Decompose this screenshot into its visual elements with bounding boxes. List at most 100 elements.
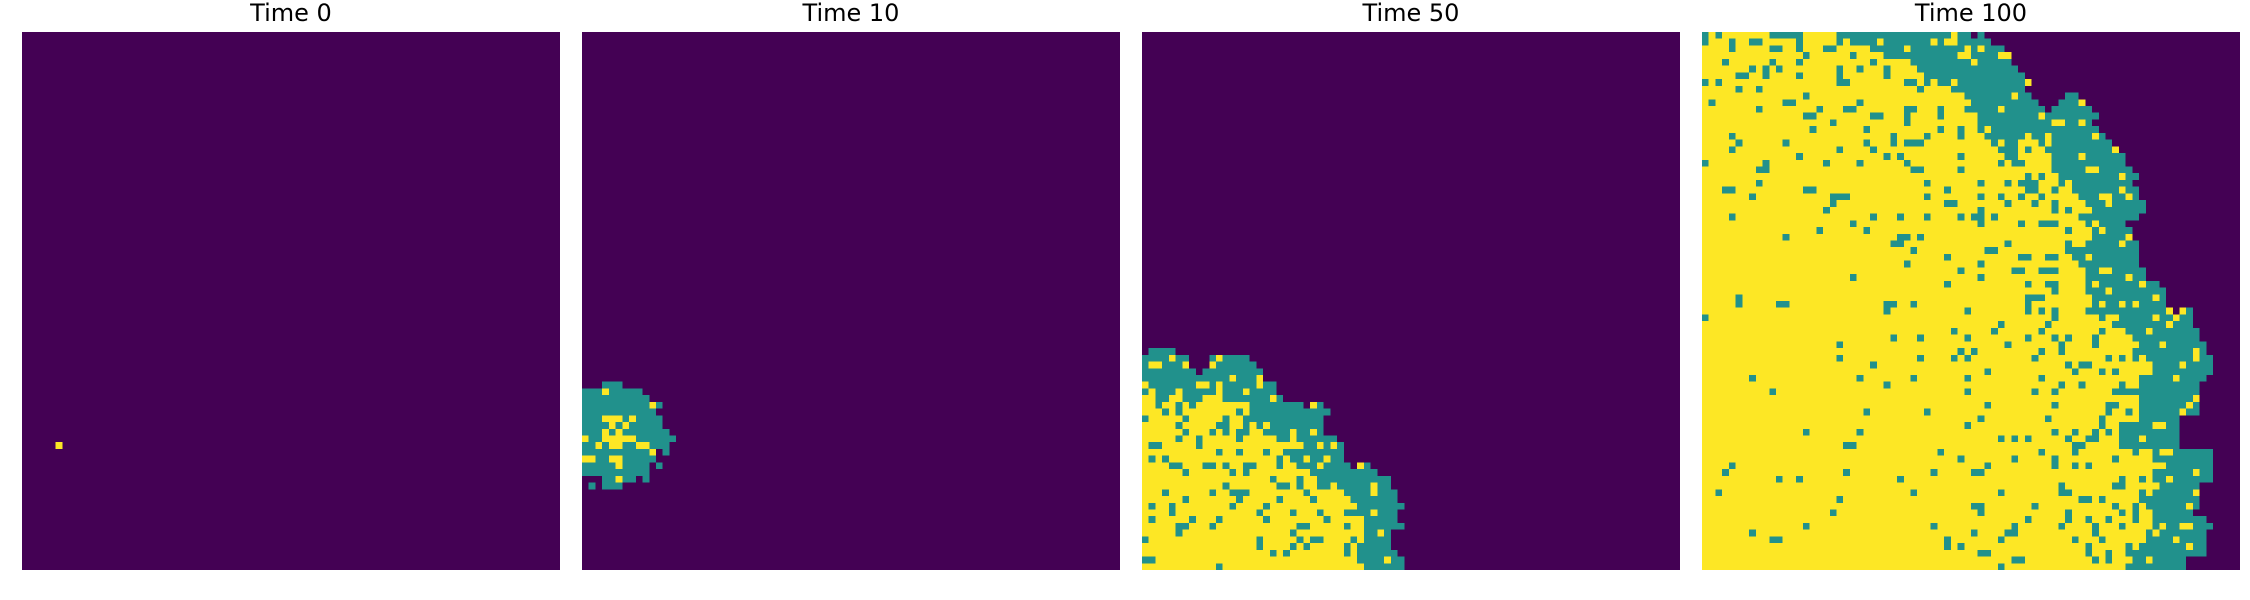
heatmap-cell — [1984, 153, 1992, 160]
heatmap-cell — [2199, 348, 2207, 355]
heatmap-cell — [1782, 294, 1790, 301]
heatmap-cell — [1944, 38, 1951, 46]
heatmap-cell — [2078, 327, 2086, 335]
heatmap-cell — [1870, 227, 1877, 234]
heatmap-cell — [1957, 368, 1965, 375]
heatmap-cell — [1363, 482, 1371, 490]
heatmap-cell — [2024, 253, 2032, 261]
heatmap-cell — [2038, 173, 2045, 180]
heatmap-cell — [635, 401, 643, 409]
heatmap-cell — [1843, 58, 1850, 66]
heatmap-cell — [1782, 186, 1790, 194]
heatmap-cell — [1195, 543, 1203, 550]
heatmap-cell — [1917, 395, 1924, 402]
heatmap-cell — [1957, 408, 1965, 416]
heatmap-cell — [1782, 260, 1790, 268]
heatmap-cell — [1829, 153, 1837, 160]
heatmap-cell — [1148, 462, 1156, 470]
heatmap-cell — [2011, 159, 2019, 167]
heatmap-cell — [1715, 253, 1723, 261]
heatmap-cell — [2145, 287, 2153, 295]
heatmap-cell — [1856, 428, 1864, 436]
heatmap-cell — [1769, 408, 1776, 416]
heatmap-cell — [1836, 415, 1844, 423]
heatmap-cell — [1702, 153, 1709, 160]
heatmap-cell — [1809, 132, 1817, 140]
heatmap-cell — [1964, 126, 1971, 133]
heatmap-cell — [1863, 153, 1871, 160]
heatmap-cell — [1722, 341, 1729, 349]
heatmap-cell — [2092, 428, 2099, 436]
heatmap-cell — [1715, 381, 1723, 389]
heatmap-cell — [615, 395, 623, 402]
heatmap-cell — [1742, 267, 1750, 275]
heatmap-cell — [1816, 213, 1824, 221]
heatmap-cell — [1870, 233, 1877, 241]
heatmap-cell — [1890, 227, 1898, 234]
heatmap-cell — [1957, 327, 1965, 335]
heatmap-cell — [1950, 146, 1958, 154]
heatmap-cell — [2024, 139, 2032, 147]
heatmap-cell — [1796, 327, 1803, 335]
heatmap-cell — [1802, 153, 1810, 160]
heatmap-cell — [1890, 146, 1898, 154]
heatmap-cell — [1870, 327, 1877, 335]
heatmap-cell — [1702, 92, 1709, 100]
heatmap-cell — [2085, 253, 2093, 261]
heatmap-cell — [1390, 549, 1398, 557]
heatmap-cell — [1876, 126, 1884, 133]
heatmap-cell — [2031, 260, 2039, 268]
heatmap-cell — [2051, 361, 2059, 369]
heatmap-cell — [1991, 79, 1998, 86]
heatmap-cell — [1984, 65, 1992, 73]
heatmap-cell — [2004, 354, 2012, 362]
heatmap-cell — [2179, 354, 2187, 362]
heatmap-cell — [2078, 301, 2086, 308]
heatmap-cell — [2186, 388, 2193, 396]
heatmap-cell — [1863, 294, 1871, 301]
heatmap-cell — [1168, 428, 1176, 436]
heatmap-cell — [1836, 361, 1844, 369]
heatmap-cell — [2092, 388, 2099, 396]
heatmap-cell — [1903, 368, 1911, 375]
heatmap-cell — [1991, 206, 1998, 214]
heatmap-cell — [2118, 274, 2126, 281]
heatmap-cell — [1390, 516, 1398, 523]
heatmap-cell — [1823, 428, 1830, 436]
heatmap-cell — [1971, 314, 1978, 322]
heatmap-cell — [2058, 321, 2066, 328]
heatmap-cell — [1849, 153, 1857, 160]
heatmap-cell — [1802, 348, 1810, 355]
heatmap-cell — [1782, 166, 1790, 174]
heatmap-cell — [1769, 361, 1776, 369]
heatmap-cell — [1843, 287, 1850, 295]
heatmap-cell — [1195, 556, 1203, 564]
heatmap-cell — [2011, 374, 2019, 382]
heatmap-cell — [2018, 260, 2025, 268]
heatmap-cell — [1870, 173, 1877, 180]
heatmap-cell — [1722, 260, 1729, 268]
heatmap-cell — [2092, 301, 2099, 308]
heatmap-cell — [1950, 126, 1958, 133]
heatmap-cell — [1897, 301, 1904, 308]
heatmap-cell — [1836, 301, 1844, 308]
heatmap-cell — [1749, 354, 1756, 362]
heatmap-cell — [2071, 267, 2079, 275]
heatmap-cell — [1796, 260, 1803, 268]
heatmap-cell — [2112, 267, 2119, 275]
heatmap-cell — [1863, 348, 1871, 355]
heatmap-cell — [1789, 200, 1797, 207]
heatmap-cell — [1142, 428, 1149, 436]
heatmap-cell — [1997, 119, 2005, 127]
heatmap-cell — [2152, 381, 2160, 389]
heatmap-cell — [1883, 260, 1891, 268]
heatmap-cell — [1148, 475, 1156, 483]
heatmap-cell — [2031, 294, 2039, 301]
heatmap-cell — [1755, 327, 1763, 335]
heatmap-cell — [1789, 428, 1797, 436]
heatmap-cell — [2192, 368, 2200, 375]
heatmap-cell — [1350, 489, 1358, 497]
heatmap-cell — [1296, 536, 1304, 544]
heatmap-cell — [1189, 381, 1196, 389]
heatmap-cell — [2018, 388, 2025, 396]
